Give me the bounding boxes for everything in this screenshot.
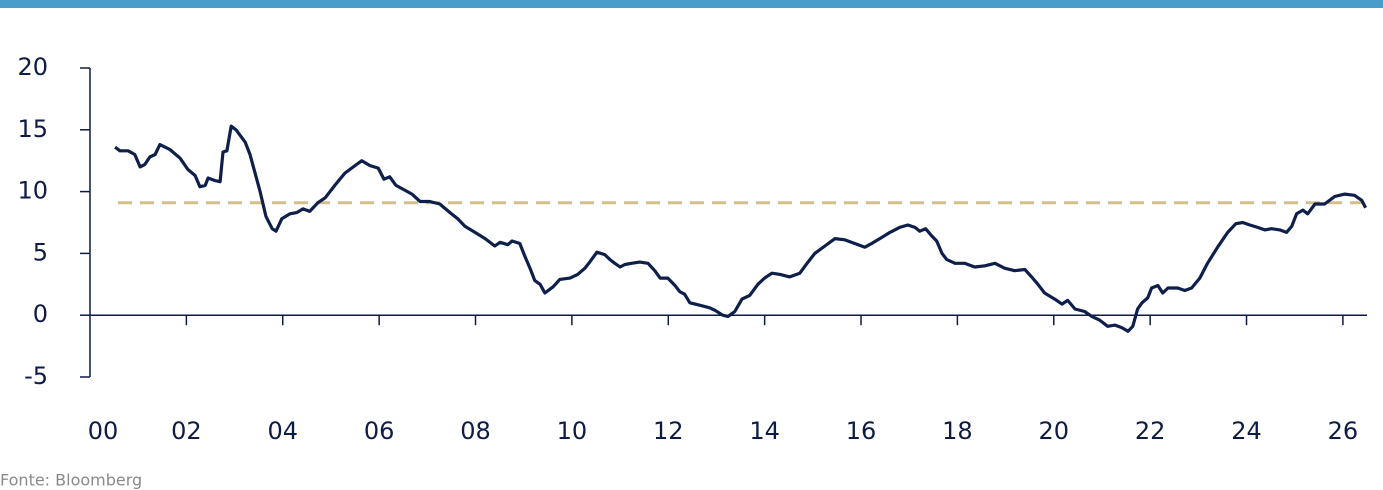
x-tick-label: 08 <box>460 417 491 445</box>
source: Fonte: Bloomberg <box>0 471 142 490</box>
x-tick-label: 10 <box>557 417 588 445</box>
y-tick-label: 0 <box>33 300 48 328</box>
y-tick-label: 20 <box>17 53 48 81</box>
x-tick-label: 02 <box>171 417 202 445</box>
x-tick-label: 26 <box>1328 417 1359 445</box>
x-tick-label: 16 <box>846 417 877 445</box>
x-tick-label: 06 <box>364 417 395 445</box>
x-tick-label: 20 <box>1039 417 1070 445</box>
y-tick-label: 15 <box>17 115 48 143</box>
x-tick-label: 24 <box>1231 417 1262 445</box>
x-tick-label: 22 <box>1135 417 1166 445</box>
data-line <box>114 124 1368 333</box>
top-bar <box>0 0 1383 8</box>
x-tick-label: 00 <box>88 417 119 445</box>
x-tick-label: 12 <box>653 417 684 445</box>
y-tick-label: 5 <box>33 238 48 266</box>
y-tick-label: -5 <box>24 362 48 390</box>
x-tick-label: 04 <box>267 417 298 445</box>
x-tick-label: 18 <box>942 417 973 445</box>
x-tick-label: 14 <box>749 417 780 445</box>
y-tick-label: 10 <box>17 177 48 205</box>
